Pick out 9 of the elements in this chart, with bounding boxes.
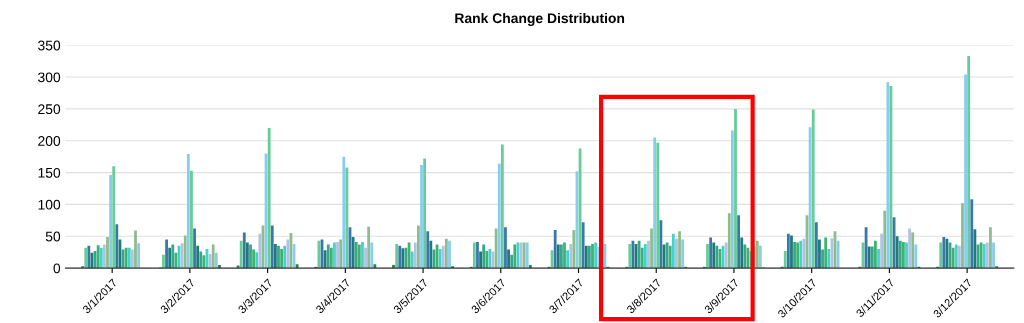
y-tick-label: 300 bbox=[38, 72, 61, 83]
y-tick-label: 0 bbox=[53, 263, 61, 274]
y-tick-label: 100 bbox=[38, 199, 61, 210]
y-tick-label: 250 bbox=[38, 104, 61, 115]
y-tick-label: 150 bbox=[38, 167, 61, 178]
y-tick-label: 50 bbox=[45, 231, 61, 242]
chart-title: Rank Change Distribution bbox=[455, 12, 625, 26]
y-tick-label: 200 bbox=[38, 136, 61, 146]
y-tick-label: 350 bbox=[38, 40, 61, 51]
